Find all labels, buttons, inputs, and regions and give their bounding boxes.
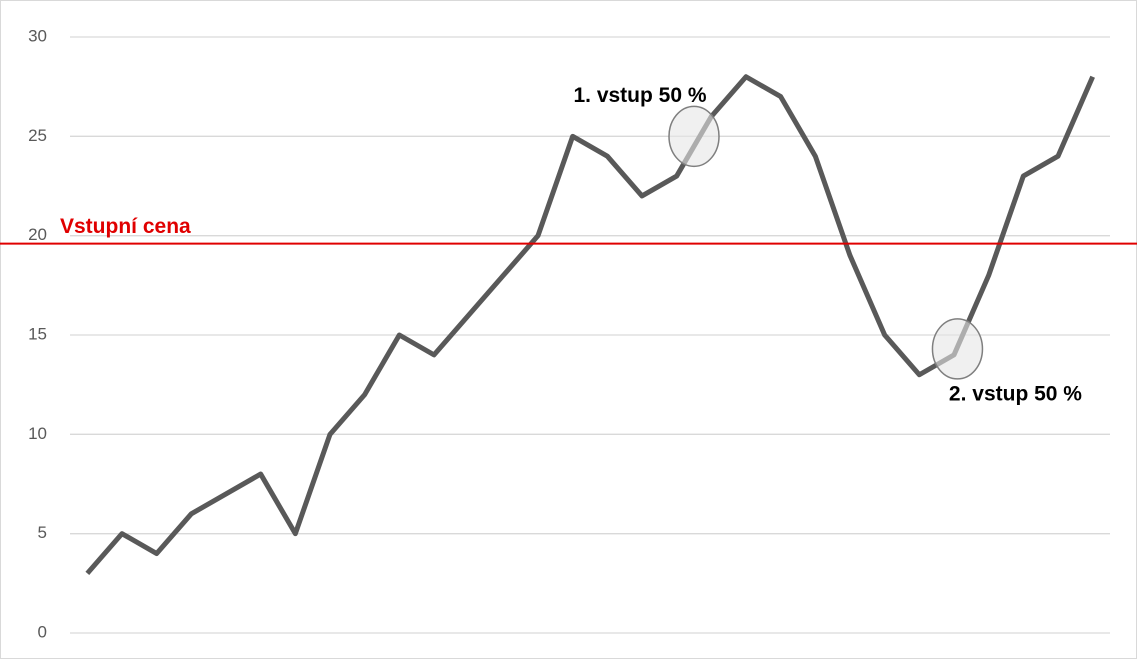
y-tick-label: 5 bbox=[38, 523, 47, 542]
y-tick-label: 25 bbox=[28, 126, 47, 145]
reference-label: Vstupní cena bbox=[60, 215, 191, 238]
y-tick-label: 0 bbox=[38, 622, 47, 641]
annotation-label: 2. vstup 50 % bbox=[949, 382, 1082, 405]
y-tick-label: 20 bbox=[28, 225, 47, 244]
annotation-circle bbox=[931, 318, 984, 380]
y-tick-label: 30 bbox=[28, 26, 47, 45]
annotation-circle bbox=[668, 105, 720, 168]
y-tick-label: 10 bbox=[28, 424, 47, 443]
line-series bbox=[85, 74, 1095, 576]
annotation-label: 1. vstup 50 % bbox=[573, 84, 706, 107]
y-tick-label: 15 bbox=[28, 324, 47, 343]
